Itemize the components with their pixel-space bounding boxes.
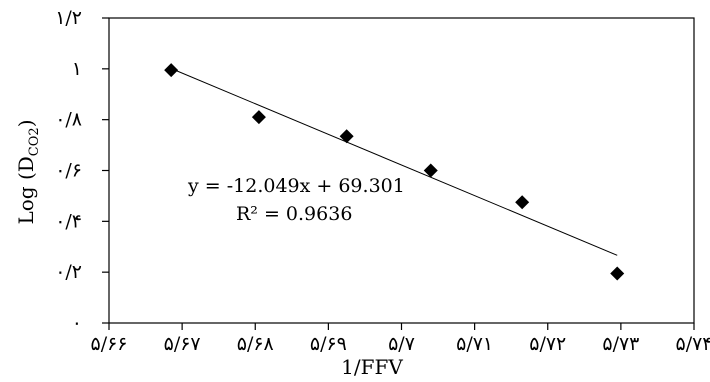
x-tick-label: ۵/۷۱ xyxy=(456,333,493,355)
y-axis-title-close: ) xyxy=(14,119,38,127)
x-tick-label: ۵/۷۴ xyxy=(675,333,710,355)
plot-frame xyxy=(108,17,695,324)
x-axis-ticks: ۵/۶۶ ۵/۶۷ ۵/۶۸ ۵/۶۹ ۵/۷ ۵/۷۱ ۵/۷۲ ۵/۷۳ ۵/۷۴ xyxy=(90,323,710,355)
x-tick-label: ۵/۶۶ xyxy=(90,333,127,355)
y-tick-label: ۰/۴ xyxy=(55,210,82,232)
x-tick-label: ۵/۷۳ xyxy=(602,333,639,355)
trendline xyxy=(170,68,618,256)
data-point-marker xyxy=(423,163,438,178)
x-tick-label: ۵/۷ xyxy=(388,333,415,355)
x-tick-label: ۵/۷۲ xyxy=(529,333,566,355)
trendline-group xyxy=(170,68,618,256)
data-point-marker xyxy=(251,110,266,125)
y-axis-ticks: ۰ ۰/۲ ۰/۴ ۰/۶ ۰/۸ ۱ ۱/۲ xyxy=(55,7,109,334)
y-axis-title-subscript: CO2 xyxy=(27,127,42,156)
y-tick-label: ۰/۲ xyxy=(55,261,82,283)
data-points xyxy=(164,63,625,281)
x-tick-label: ۵/۶۷ xyxy=(164,333,201,355)
y-axis-title-main: Log (D xyxy=(14,156,38,224)
y-tick-label: ۰/۸ xyxy=(55,109,82,131)
y-tick-label: ۰/۶ xyxy=(55,160,82,182)
equation-annotation: y = -12.049x + 69.301 xyxy=(187,175,405,197)
data-point-marker xyxy=(610,266,625,281)
r-squared-annotation: R² = 0.9636 xyxy=(236,203,352,225)
data-point-marker xyxy=(515,195,530,210)
y-tick-label: ۰ xyxy=(72,312,82,334)
y-axis-title: Log (DCO2) xyxy=(14,119,42,224)
x-tick-label: ۵/۶۹ xyxy=(310,333,347,355)
data-point-marker xyxy=(164,63,179,78)
x-tick-label: ۵/۶۸ xyxy=(237,333,274,355)
data-point-marker xyxy=(339,129,354,144)
y-tick-label: ۱/۲ xyxy=(55,7,82,29)
y-tick-label: ۱ xyxy=(72,58,82,80)
x-axis-title: 1/FFV xyxy=(341,355,403,379)
